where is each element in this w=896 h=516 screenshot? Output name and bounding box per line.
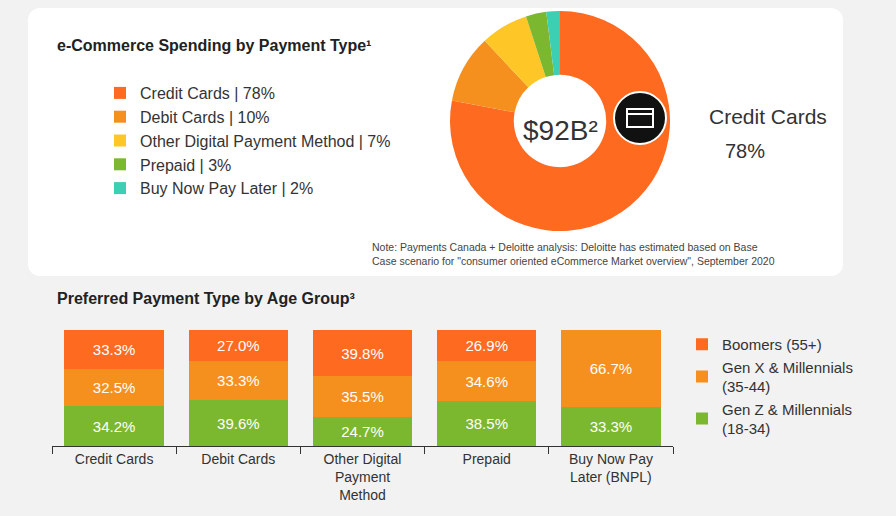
svg-text:Prepaid: Prepaid: [463, 451, 511, 467]
svg-text:Gen Z & Millennials(18-34): Gen Z & Millennials(18-34): [722, 401, 852, 438]
svg-text:35.5%: 35.5%: [341, 388, 384, 405]
svg-text:Preferred Payment Type by Age: Preferred Payment Type by Age Group³: [57, 290, 355, 307]
svg-text:Other Digital Payment Method |: Other Digital Payment Method | 7%: [140, 133, 391, 150]
svg-text:24.7%: 24.7%: [341, 423, 384, 440]
svg-text:Boomers (55+): Boomers (55+): [722, 336, 822, 353]
svg-text:39.6%: 39.6%: [217, 415, 260, 432]
svg-text:Gen X & Millennials(35-44): Gen X & Millennials(35-44): [722, 359, 853, 396]
svg-text:34.2%: 34.2%: [93, 418, 136, 435]
svg-text:39.8%: 39.8%: [341, 345, 384, 362]
svg-text:Note: Payments Canada + Deloit: Note: Payments Canada + Deloitte analysi…: [372, 241, 775, 267]
svg-text:26.9%: 26.9%: [465, 337, 508, 354]
svg-text:Buy Now PayLater (BNPL): Buy Now PayLater (BNPL): [569, 451, 653, 485]
svg-text:78%: 78%: [725, 140, 765, 162]
svg-text:66.7%: 66.7%: [590, 360, 633, 377]
svg-text:Buy Now Pay Later | 2%: Buy Now Pay Later | 2%: [140, 180, 313, 197]
svg-text:33.3%: 33.3%: [217, 372, 260, 389]
svg-text:Credit Cards: Credit Cards: [75, 451, 154, 467]
svg-text:34.6%: 34.6%: [465, 373, 508, 390]
svg-text:Prepaid | 3%: Prepaid | 3%: [140, 157, 231, 174]
svg-text:$92B²: $92B²: [523, 115, 598, 146]
svg-text:27.0%: 27.0%: [217, 337, 260, 354]
svg-text:Credit Cards: Credit Cards: [709, 105, 827, 128]
svg-text:33.3%: 33.3%: [93, 341, 136, 358]
svg-text:Other DigitalPaymentMethod: Other DigitalPaymentMethod: [324, 451, 402, 503]
svg-text:38.5%: 38.5%: [465, 415, 508, 432]
svg-text:Credit Cards | 78%: Credit Cards | 78%: [140, 85, 275, 102]
svg-text:33.3%: 33.3%: [590, 418, 633, 435]
svg-text:32.5%: 32.5%: [93, 379, 136, 396]
svg-text:Debit Cards: Debit Cards: [201, 451, 275, 467]
svg-text:Debit Cards | 10%: Debit Cards | 10%: [140, 109, 270, 126]
svg-text:e-Commerce Spending by Payment: e-Commerce Spending by Payment Type¹: [57, 37, 371, 54]
